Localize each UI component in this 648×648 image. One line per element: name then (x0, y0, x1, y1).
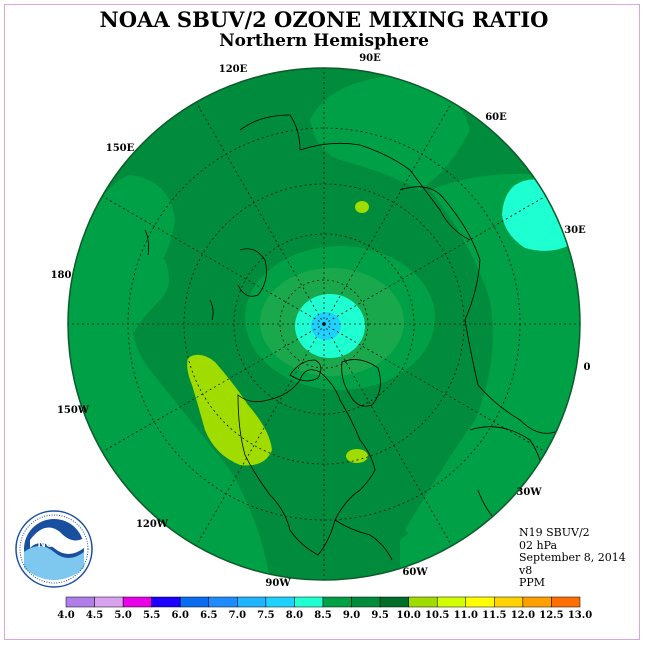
map-title: NOAA SBUV/2 OZONE MIXING RATIO (99, 7, 549, 32)
lon-label-150w: 150W (57, 405, 90, 416)
colorbar-swatch (379, 596, 409, 608)
colorbar-tick-label: 10.0 (396, 610, 420, 621)
lon-label-30e: 30E (564, 225, 586, 236)
lon-label-30w: 30W (516, 487, 542, 498)
colorbar-swatch (179, 596, 210, 608)
contour-9-0-siberia (355, 201, 369, 213)
colorbar-swatch (122, 596, 152, 608)
lon-label-120e: 120E (219, 64, 248, 75)
contour-9-0-atlantic (346, 449, 368, 463)
lon-label-90w: 90W (265, 578, 291, 589)
map-boundary (67, 67, 581, 581)
colorbar-swatch (465, 596, 495, 608)
colorbar-tick-label: 12.0 (511, 610, 535, 621)
colorbar-tick-label: 6.5 (200, 610, 217, 621)
colorbar-swatch (151, 596, 181, 608)
colorbar-tick-label: 9.5 (371, 610, 388, 621)
colorbar-tick-label: 5.0 (114, 610, 131, 621)
colorbar-swatch (322, 596, 352, 608)
colorbar-tick-label: 8.0 (286, 610, 303, 621)
colorbar-tick-label: 11.5 (482, 610, 506, 621)
units-label: PPM (519, 576, 546, 589)
colorbar-tick-label: 12.5 (539, 610, 563, 621)
colorbar-tick-label: 7.5 (257, 610, 274, 621)
lon-label-60w: 60W (402, 567, 428, 578)
lon-label-120w: 120W (136, 519, 169, 530)
colorbar-swatch (436, 596, 467, 608)
lon-label-150e: 150E (106, 143, 135, 154)
colorbar-tick-label: 8.5 (314, 610, 331, 621)
noaa-logo: NOAA (15, 510, 93, 588)
colorbar-tick-label: 6.0 (172, 610, 189, 621)
lon-label-90e: 90E (359, 53, 381, 64)
colorbar-swatch (237, 596, 267, 608)
contour-7-0-polar (311, 312, 341, 340)
colorbar-swatch (408, 596, 438, 608)
colorbar: 4.0 4.5 5.0 5.5 6.0 6.5 7.0 7.5 8.0 8.5 9.0 9.5 10.0… (57, 596, 592, 621)
colorbar-swatch (351, 596, 381, 608)
lon-label-0: 0 (584, 362, 591, 373)
colorbar-tick-label: 7.0 (229, 610, 246, 621)
longitude-labels: 90E 60E 30E 0 30W 60W 90W 120W 150W 180 … (51, 53, 591, 589)
contour-8-0-east (405, 174, 580, 538)
colorbar-swatch (294, 596, 324, 608)
colorbar-swatch (494, 596, 524, 608)
colorbar-tick-label: 10.5 (425, 610, 449, 621)
map-subtitle: Northern Hemisphere (219, 31, 429, 51)
version-label: v8 (519, 563, 533, 577)
colorbar-swatch (94, 596, 124, 608)
colorbar-tick-label: 4.5 (86, 610, 103, 621)
lon-label-60e: 60E (485, 112, 507, 123)
graticule (68, 68, 580, 580)
metadata-block: N19 SBUV/2 02 hPa September 8, 2014 v8 P… (519, 526, 626, 590)
contour-9-0-pacific (187, 354, 272, 466)
colorbar-swatch (65, 596, 95, 608)
colorbar-tick-label: 9.0 (343, 610, 360, 621)
colorbar-tick-label: 5.5 (143, 610, 160, 621)
date-label: September 8, 2014 (519, 551, 626, 564)
colorbar-swatch (551, 596, 581, 608)
satellite-label: N19 SBUV/2 (519, 526, 590, 539)
colorbar-swatch (265, 596, 295, 608)
colorbar-swatch (522, 596, 552, 608)
colorbar-swatch (208, 596, 238, 608)
contour-8-0-north (310, 75, 470, 190)
contour-8-0-pacific (68, 246, 169, 400)
colorbar-tick-label: 11.0 (454, 610, 478, 621)
image-frame (4, 4, 640, 640)
colorbar-tick-label: 13.0 (568, 610, 592, 621)
logo-text: NOAA (38, 538, 70, 550)
pressure-level-label: 02 hPa (519, 538, 558, 552)
colorbar-tick-label: 4.0 (57, 610, 74, 621)
lon-label-180: 180 (51, 270, 72, 281)
